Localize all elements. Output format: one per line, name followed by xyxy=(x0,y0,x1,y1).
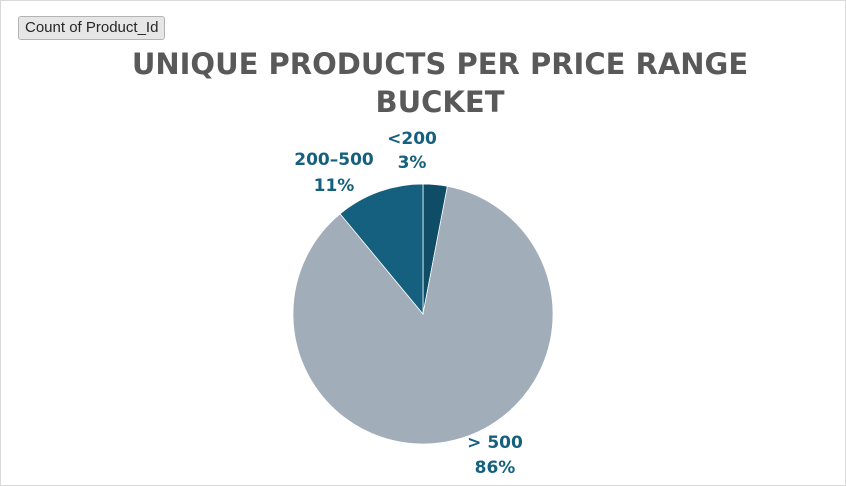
chart-title-line-2: BUCKET xyxy=(375,85,505,119)
data-label-gt500-percent: 86% xyxy=(475,458,516,478)
chart-title: UNIQUE PRODUCTS PER PRICE RANGE BUCKET xyxy=(1,45,846,121)
field-button-count-of-product-id[interactable]: Count of Product_Id xyxy=(18,16,166,40)
data-label-gt500-name: > 500 xyxy=(467,433,523,453)
pie-slice-500[interactable] xyxy=(292,185,554,445)
data-label-lt200-percent: 3% xyxy=(398,153,427,173)
pie-data-labels: <200 3% 200–500 11% > 500 86% xyxy=(294,129,523,478)
chart-title-line-1: UNIQUE PRODUCTS PER PRICE RANGE xyxy=(131,47,749,81)
pie-slice-200-500[interactable] xyxy=(339,183,424,316)
data-label-lt200-name: <200 xyxy=(387,129,437,149)
pie-slices xyxy=(292,183,554,445)
data-label-200-500-name: 200–500 xyxy=(294,150,374,170)
data-label-200-500-percent: 11% xyxy=(314,176,355,196)
